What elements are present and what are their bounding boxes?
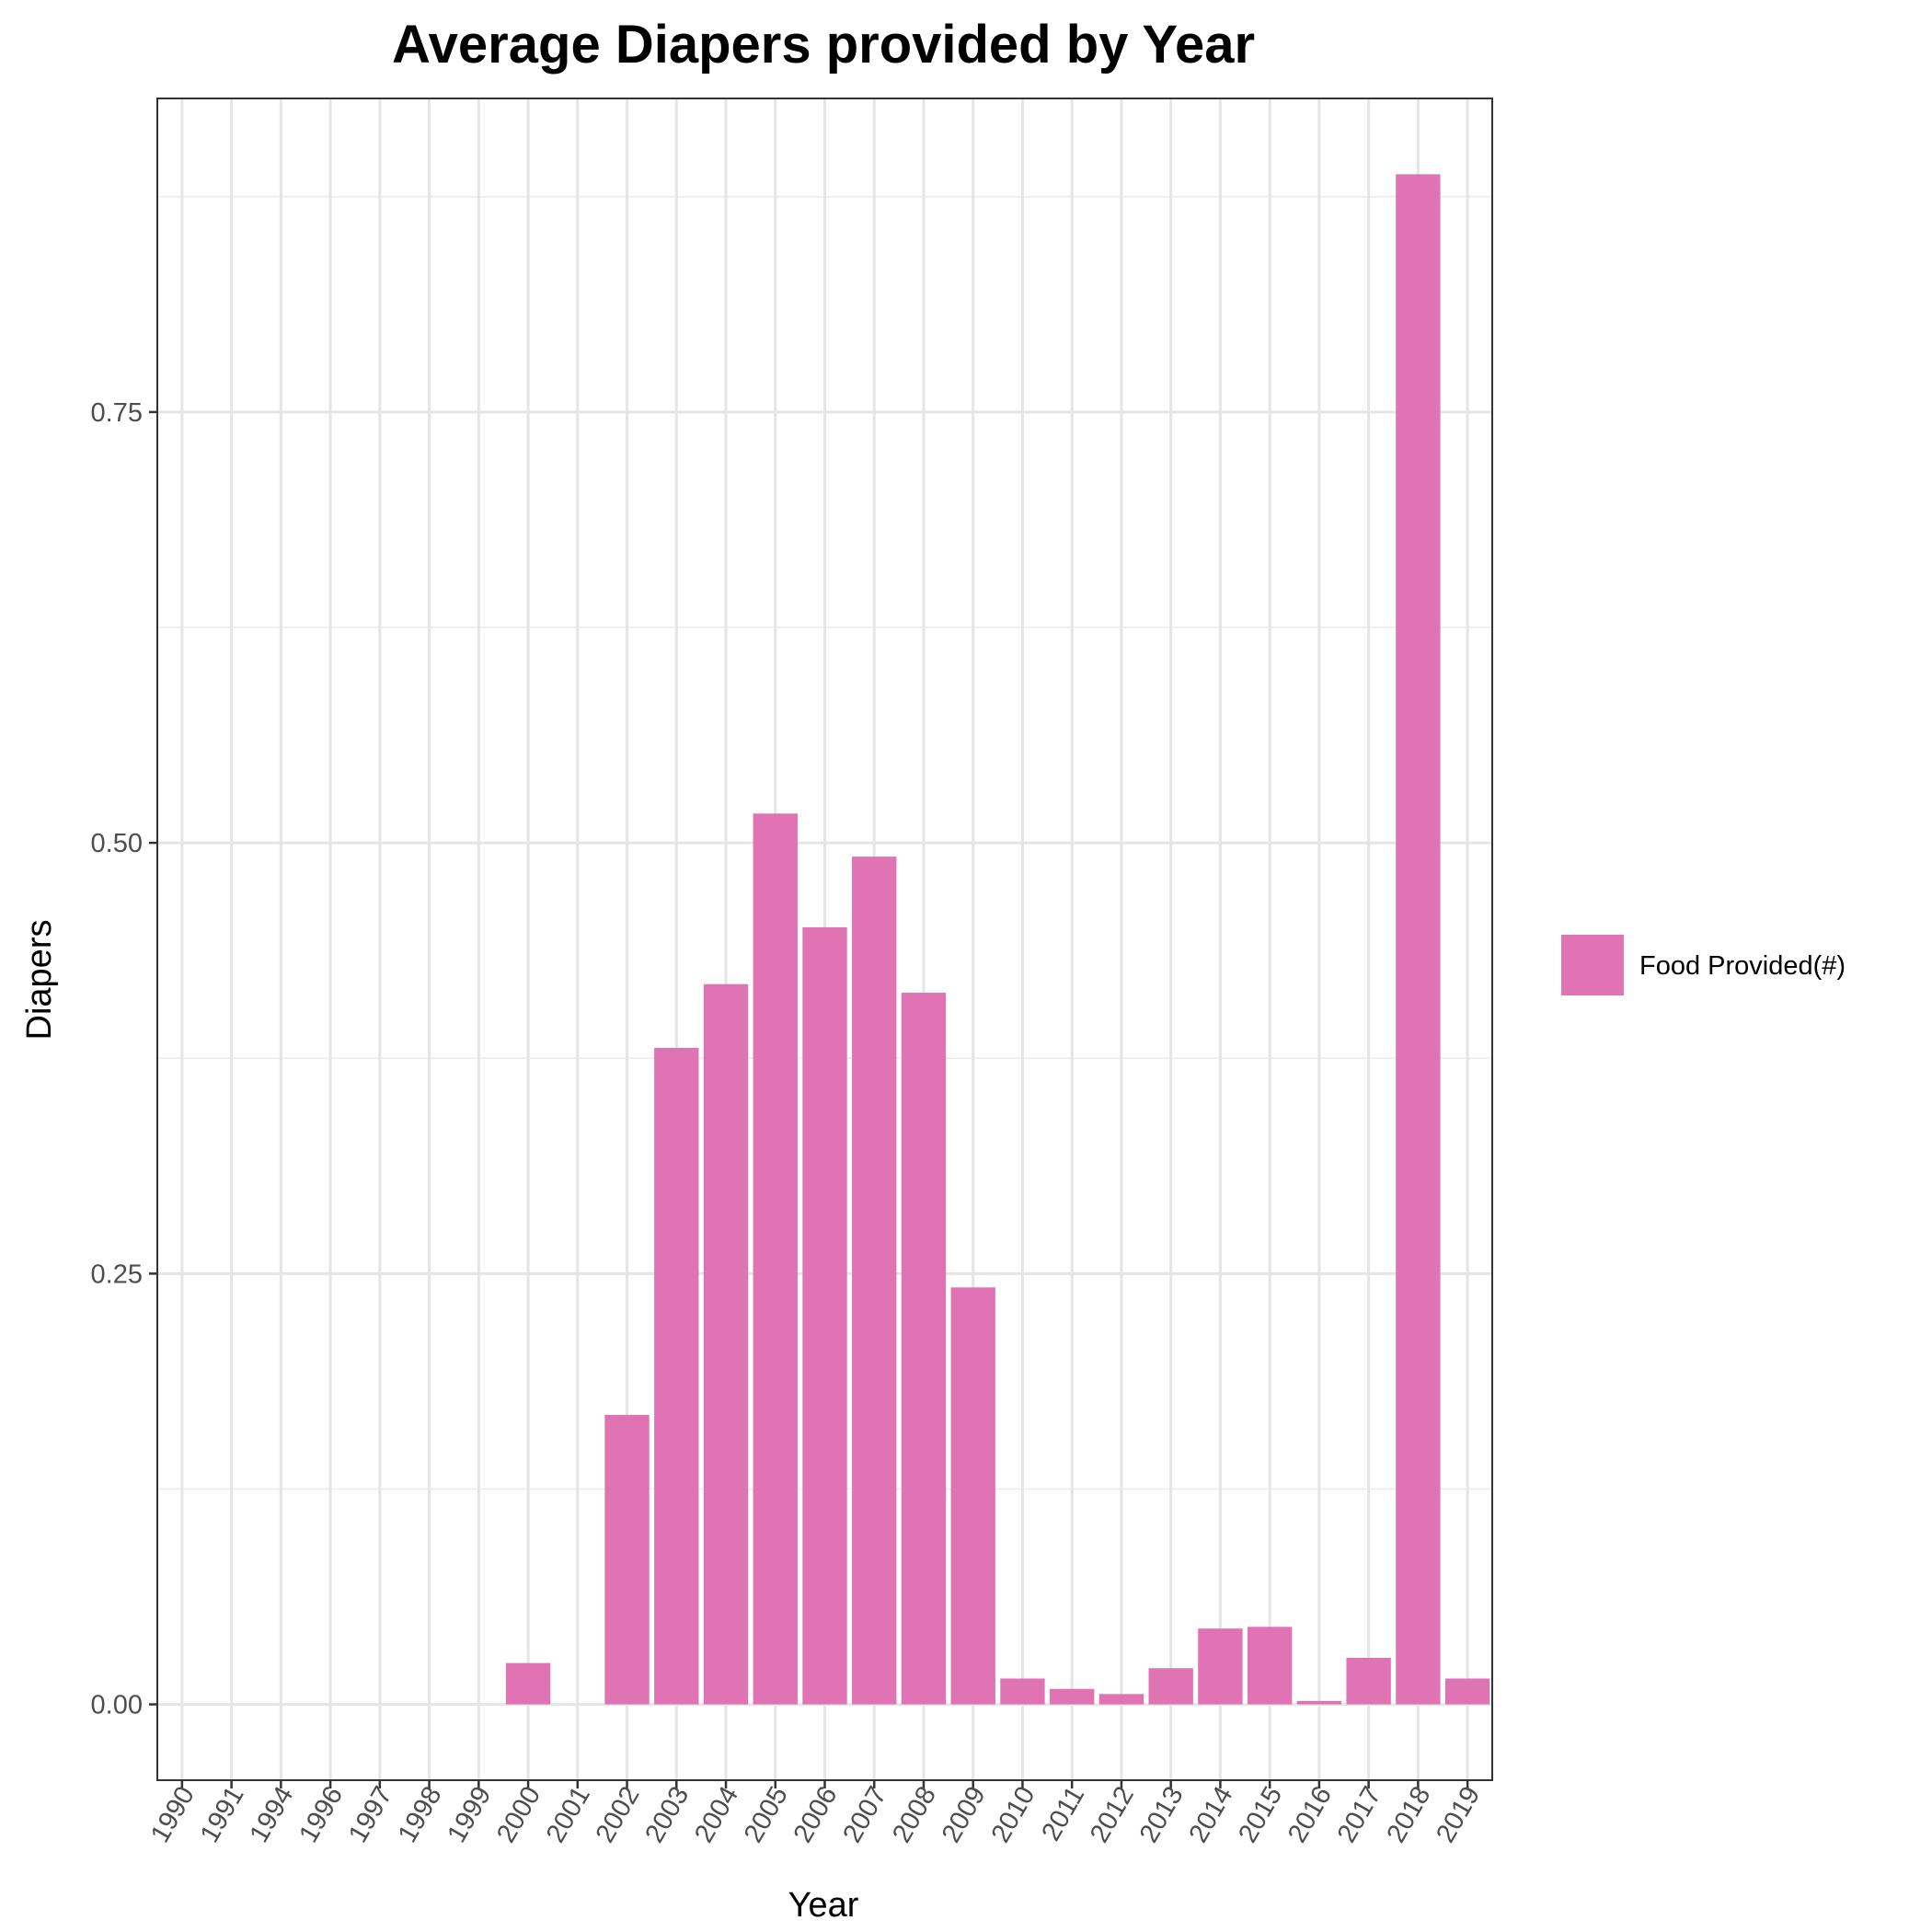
bar-2003 [654, 1047, 699, 1705]
bar-2002 [604, 1414, 650, 1705]
legend-key-food-provided [1561, 935, 1624, 995]
bar-2017 [1346, 1658, 1391, 1705]
y-tick-label: 0.25 [91, 1259, 143, 1289]
bar-2015 [1247, 1627, 1293, 1705]
chart-title: Average Diapers provided by Year [392, 15, 1255, 75]
bar-2010 [1000, 1678, 1045, 1705]
bar-2005 [753, 813, 798, 1705]
legend-label-food-provided: Food Provided(#) [1639, 951, 1846, 981]
y-axis-title: Diapers [20, 920, 59, 1041]
bar-2006 [802, 926, 847, 1705]
bar-2000 [505, 1662, 551, 1705]
bar-2019 [1444, 1678, 1490, 1705]
bar-2014 [1198, 1628, 1243, 1705]
bar-2004 [703, 983, 749, 1705]
legend: Food Provided(#) [1561, 935, 1846, 995]
bar-2012 [1098, 1694, 1144, 1705]
y-tick-label: 0.00 [91, 1691, 143, 1720]
bars [505, 174, 1490, 1705]
bar-2007 [852, 857, 897, 1705]
bar-2016 [1296, 1700, 1342, 1705]
y-tick-label: 0.75 [91, 398, 143, 428]
bar-2009 [950, 1287, 995, 1705]
y-tick-label: 0.50 [91, 829, 143, 858]
x-axis-title: Year [788, 1886, 859, 1925]
bar-2018 [1396, 174, 1441, 1705]
bar-2013 [1148, 1668, 1193, 1705]
y-axis: 0.00 0.25 0.50 0.75 [91, 398, 157, 1720]
bar-2011 [1050, 1688, 1095, 1705]
bar-2008 [901, 993, 947, 1705]
